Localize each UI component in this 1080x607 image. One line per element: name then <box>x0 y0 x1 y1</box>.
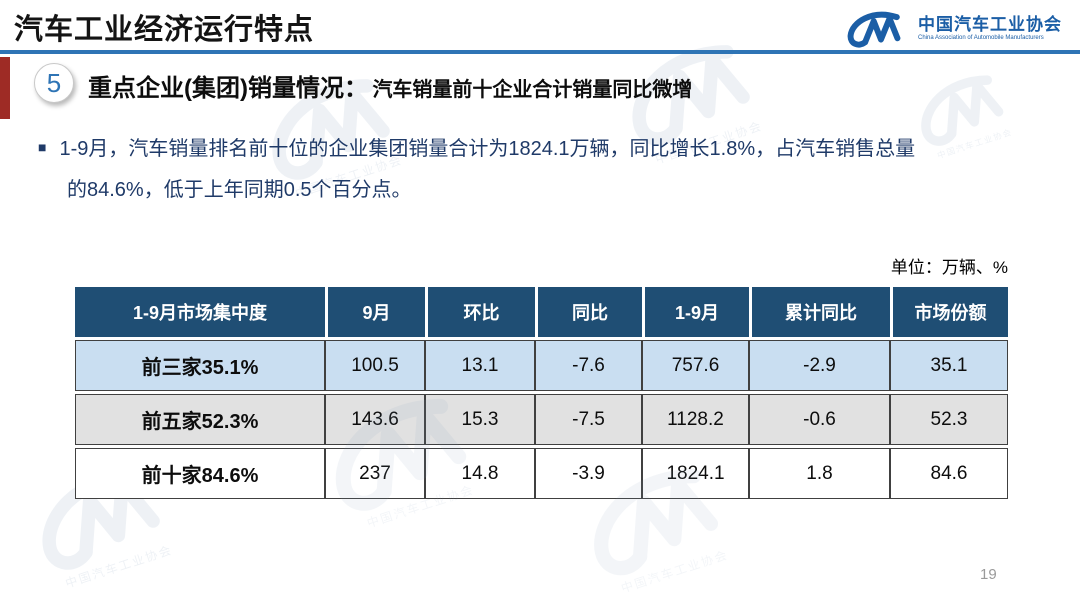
bullet-marker-icon: ■ <box>38 139 47 155</box>
value-cell: -7.6 <box>535 340 642 391</box>
caam-logo-icon <box>847 11 901 48</box>
value-cell: 1824.1 <box>642 448 749 499</box>
value-cell: 52.3 <box>890 394 1008 445</box>
value-cell: 757.6 <box>642 340 749 391</box>
org-name-cn: 中国汽车工业协会 <box>918 15 1062 35</box>
header-cell: 1-9月 <box>642 287 749 337</box>
table-header-row: 1-9月市场集中度 9月 环比 同比 1-9月 累计同比 市场份额 <box>75 287 1008 337</box>
value-cell: 237 <box>325 448 425 499</box>
header-cell: 1-9月市场集中度 <box>75 287 325 337</box>
table-row: 前十家84.6% 237 14.8 -3.9 1824.1 1.8 84.6 <box>75 448 1008 499</box>
header-cell: 市场份额 <box>890 287 1008 337</box>
row-label-cell: 前三家35.1% <box>75 340 325 391</box>
section-heading-main: 重点企业(集团)销量情况： <box>88 75 368 102</box>
section-heading-sub: 汽车销量前十企业合计销量同比微增 <box>372 79 693 101</box>
unit-label: 单位：万辆、% <box>890 258 1008 277</box>
bullet-paragraph: ■ 1-9月，汽车销量排名前十位的企业集团销量合计为1824.1万辆，同比增长1.… <box>38 132 1018 202</box>
header-cell: 9月 <box>325 287 425 337</box>
value-cell: 35.1 <box>890 340 1008 391</box>
value-cell: 13.1 <box>425 340 535 391</box>
page-number: 19 <box>980 566 997 583</box>
org-name-en: China Association of Automobile Manufact… <box>918 35 1044 42</box>
value-cell: 1.8 <box>749 448 890 499</box>
value-cell: 100.5 <box>325 340 425 391</box>
bullet-line-1: 1-9月，汽车销量排名前十位的企业集团销量合计为1824.1万辆，同比增长1.8… <box>59 138 916 160</box>
value-cell: 14.8 <box>425 448 535 499</box>
header-cell: 环比 <box>425 287 535 337</box>
table-row: 前三家35.1% 100.5 13.1 -7.6 757.6 -2.9 35.1 <box>75 340 1008 391</box>
page-title: 汽车工业经济运行特点 <box>14 14 315 46</box>
bullet-line-2: 的84.6%，低于上年同期0.5个百分点。 <box>67 179 412 201</box>
market-concentration-table: 1-9月市场集中度 9月 环比 同比 1-9月 累计同比 市场份额 前三家35.… <box>75 284 1008 502</box>
row-label-cell: 前五家52.3% <box>75 394 325 445</box>
value-cell: -3.9 <box>535 448 642 499</box>
watermark-text: 中国汽车工业协会 <box>619 547 731 596</box>
value-cell: 1128.2 <box>642 394 749 445</box>
row-label-cell: 前十家84.6% <box>75 448 325 499</box>
caam-logo-text: 中国汽车工业协会 China Association of Automobile… <box>918 16 1062 41</box>
watermark-text: 中国汽车工业协会 <box>63 542 175 591</box>
value-cell: -0.6 <box>749 394 890 445</box>
left-accent-bar <box>0 57 10 119</box>
value-cell: -2.9 <box>749 340 890 391</box>
header-cell: 累计同比 <box>749 287 890 337</box>
header-cell: 同比 <box>535 287 642 337</box>
value-cell: 84.6 <box>890 448 1008 499</box>
section-heading: 重点企业(集团)销量情况： 汽车销量前十企业合计销量同比微增 <box>88 68 692 103</box>
table-row: 前五家52.3% 143.6 15.3 -7.5 1128.2 -0.6 52.… <box>75 394 1008 445</box>
caam-logo: 中国汽车工业协会 China Association of Automobile… <box>844 8 1062 50</box>
section-number: 5 <box>46 67 62 98</box>
value-cell: 15.3 <box>425 394 535 445</box>
value-cell: -7.5 <box>535 394 642 445</box>
value-cell: 143.6 <box>325 394 425 445</box>
section-number-badge: 5 <box>34 63 74 103</box>
title-divider <box>0 50 1080 54</box>
